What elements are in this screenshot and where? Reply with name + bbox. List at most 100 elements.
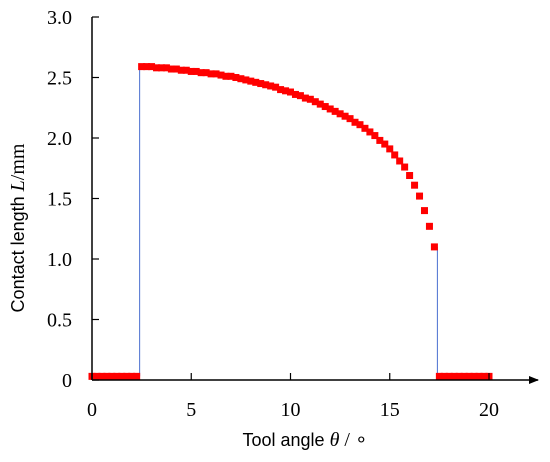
data-point: [108, 372, 116, 380]
data-point: [341, 112, 349, 120]
y-axis-label-unit: /mm: [7, 143, 29, 180]
data-point: [217, 71, 225, 79]
data-point: [420, 207, 428, 215]
data-point: [465, 372, 473, 380]
data-point: [470, 372, 478, 380]
y-tick-label: 0.5: [47, 310, 72, 332]
data-point: [133, 372, 141, 380]
data-point: [306, 95, 314, 103]
data-point: [435, 372, 443, 380]
data-point: [406, 172, 414, 180]
x-tick-label: 15: [380, 399, 400, 421]
data-points: [88, 63, 493, 380]
data-point: [361, 124, 369, 132]
data-point: [346, 115, 354, 123]
data-point: [401, 163, 409, 171]
data-point: [331, 107, 339, 115]
data-point: [371, 132, 379, 140]
data-point: [98, 372, 106, 380]
x-tick-label: 10: [281, 399, 301, 421]
y-tick-label: 3.0: [47, 7, 72, 29]
data-point: [475, 372, 483, 380]
data-point: [187, 67, 195, 75]
data-point: [103, 372, 111, 380]
data-point: [445, 372, 453, 380]
y-tick-label: 1.5: [47, 189, 72, 211]
data-point: [291, 90, 299, 98]
y-axis-label-text: Contact length: [8, 191, 28, 312]
data-point: [143, 63, 151, 71]
data-point: [113, 372, 121, 380]
data-point: [287, 88, 294, 96]
x-axis-label-unit: / ∘: [339, 429, 367, 451]
data-point: [222, 72, 230, 80]
x-axis-label-var: θ: [330, 429, 340, 451]
y-tick-label: 2.0: [47, 128, 72, 150]
data-point: [227, 72, 235, 80]
x-tick-label: 20: [479, 399, 499, 421]
connector-lines: [139, 66, 438, 377]
data-point: [212, 70, 220, 78]
data-point: [272, 83, 280, 91]
data-point: [177, 66, 185, 74]
data-point: [396, 157, 404, 165]
y-ticks: 0 0.5 1.0 1.5 2.0 2.5 3.0: [47, 7, 99, 392]
data-point: [172, 65, 180, 73]
data-point: [376, 136, 384, 144]
data-point: [237, 75, 245, 83]
data-point: [257, 80, 265, 88]
data-point: [118, 372, 126, 380]
y-axis-label-var: L: [7, 180, 29, 192]
data-point: [430, 243, 438, 251]
x-tick-label: 5: [186, 399, 196, 421]
data-point: [153, 64, 161, 72]
data-point: [252, 78, 260, 86]
data-point: [460, 372, 468, 380]
data-point: [128, 372, 136, 380]
data-point: [455, 372, 463, 380]
data-point: [267, 82, 275, 90]
y-tick-label: 1.0: [47, 249, 72, 271]
data-point: [425, 222, 433, 230]
data-point: [381, 140, 389, 148]
data-point: [93, 372, 101, 380]
data-point: [247, 77, 255, 85]
data-point: [232, 74, 240, 81]
data-point: [416, 192, 424, 200]
data-point: [277, 86, 285, 94]
data-point: [450, 372, 458, 380]
data-point: [282, 87, 290, 95]
y-tick-label: 2.5: [47, 68, 72, 90]
data-point: [242, 76, 250, 84]
data-point: [162, 64, 170, 72]
data-point: [321, 103, 329, 111]
x-ticks: 0 5 10 15 20: [87, 373, 499, 421]
data-point: [366, 128, 374, 136]
data-point: [356, 121, 364, 129]
data-point: [311, 98, 319, 106]
x-tick-label: 0: [87, 399, 97, 421]
data-point: [148, 63, 156, 71]
data-point: [138, 63, 146, 71]
data-point: [326, 105, 334, 113]
data-point: [123, 372, 131, 380]
data-point: [207, 70, 215, 78]
data-point: [301, 94, 309, 102]
data-point: [480, 372, 488, 380]
data-point: [386, 145, 394, 153]
data-point: [336, 110, 344, 118]
data-point: [202, 69, 210, 77]
data-point: [296, 92, 304, 100]
data-point: [262, 81, 270, 89]
y-axis-label: Contact length L/mm: [7, 143, 29, 312]
data-point: [440, 372, 448, 380]
data-point: [411, 181, 419, 189]
data-point: [316, 100, 324, 108]
data-point: [351, 118, 359, 126]
x-axis-label-text: Tool angle: [243, 430, 330, 450]
y-tick-label: 0: [62, 370, 72, 392]
data-point: [192, 67, 200, 75]
x-axis-label: Tool angle θ / ∘: [243, 429, 368, 451]
data-point: [167, 65, 175, 73]
